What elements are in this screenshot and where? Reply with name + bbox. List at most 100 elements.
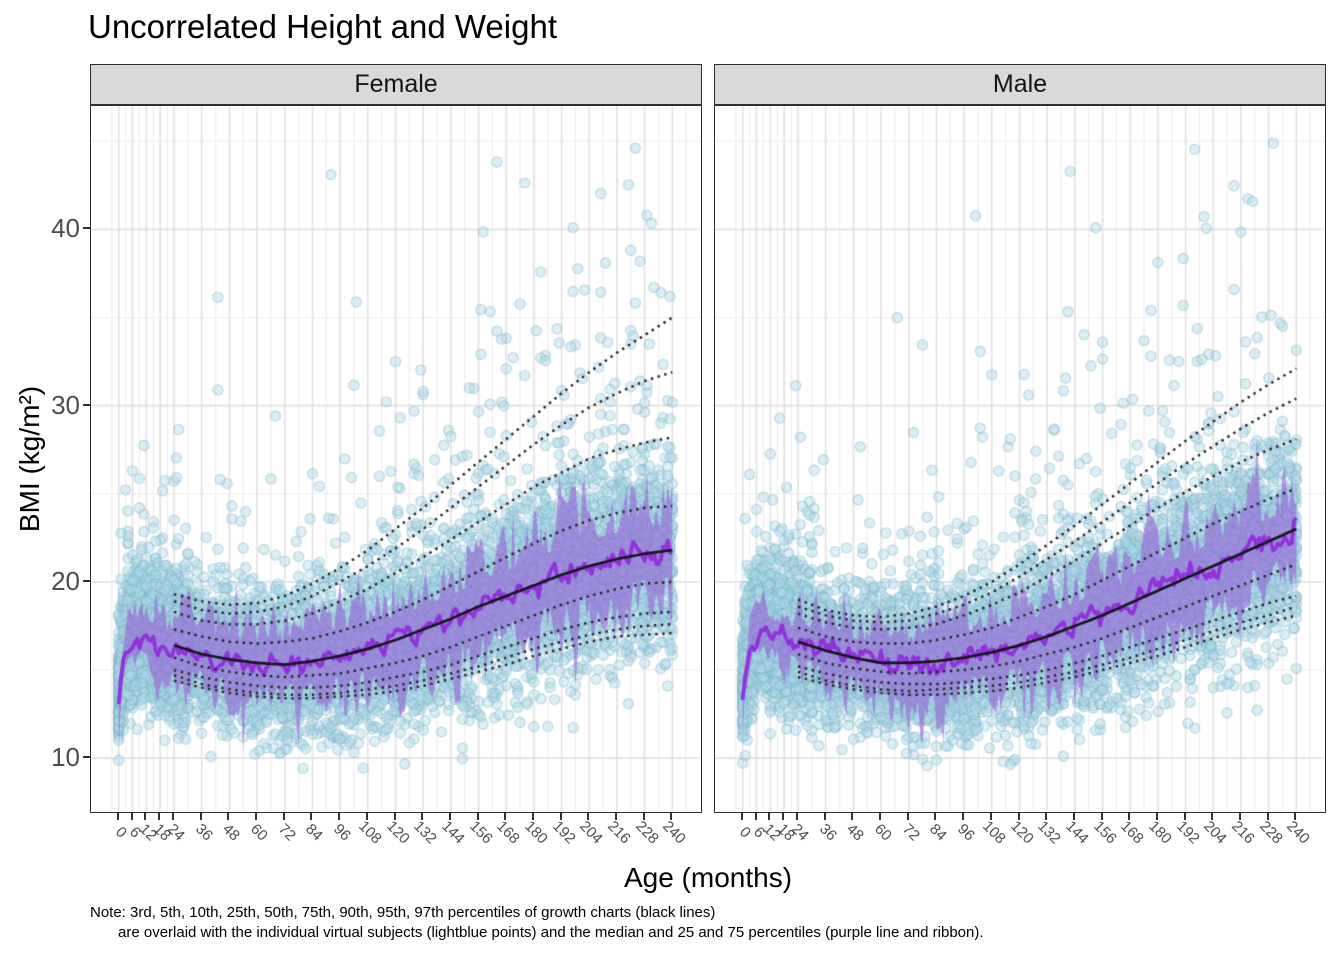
x-tick-label: 120 <box>1006 817 1037 848</box>
plot-title: Uncorrelated Height and Weight <box>88 8 557 45</box>
x-tick-mark <box>476 813 479 820</box>
x-tick-label: 168 <box>493 817 524 848</box>
x-tick-mark <box>906 813 909 820</box>
x-tick-label: 180 <box>521 817 551 848</box>
x-tick-label: 36 <box>815 820 840 845</box>
x-tick-mark <box>255 813 258 820</box>
facet-strip-male: Male <box>714 64 1326 105</box>
y-tick-mark <box>83 227 90 230</box>
x-tick-label: 144 <box>437 817 468 848</box>
facet-strip-label-male: Male <box>992 70 1048 98</box>
x-tick-label: 180 <box>1145 817 1175 848</box>
x-tick-mark <box>1045 813 1048 820</box>
x-tick-label: 228 <box>1255 817 1286 848</box>
x-tick-mark <box>1128 813 1131 820</box>
x-tick-mark <box>851 813 854 820</box>
x-tick-mark <box>504 813 507 820</box>
x-tick-mark <box>393 813 396 820</box>
x-tick-mark <box>310 813 313 820</box>
x-tick-mark <box>421 813 424 820</box>
x-tick-label: 72 <box>274 820 299 845</box>
panel-male <box>714 105 1326 813</box>
x-tick-mark <box>642 813 645 820</box>
x-tick-label: 216 <box>1228 817 1258 848</box>
x-tick-mark <box>782 813 785 820</box>
x-tick-mark <box>1072 813 1075 820</box>
x-tick-mark <box>1211 813 1214 820</box>
y-tick-mark <box>83 579 90 582</box>
panel-female <box>90 105 702 813</box>
x-tick-mark <box>172 813 175 820</box>
x-tick-label: 60 <box>871 820 895 845</box>
x-tick-mark <box>199 813 202 820</box>
x-tick-label: 204 <box>1200 817 1231 848</box>
x-tick-label: 192 <box>548 817 579 848</box>
x-tick-mark <box>130 813 133 820</box>
facet-strip-label-female: Female <box>354 70 438 98</box>
x-tick-mark <box>282 813 285 820</box>
x-tick-mark <box>934 813 937 820</box>
x-tick-mark <box>531 813 534 820</box>
x-tick-label: 132 <box>410 817 441 848</box>
x-tick-mark <box>1155 813 1158 820</box>
y-tick-label: 20 <box>51 565 80 596</box>
caption-note-line1: Note: 3rd, 5th, 10th, 25th, 50th, 75th, … <box>90 904 716 921</box>
x-tick-mark <box>962 813 965 820</box>
x-tick-label: 204 <box>576 817 607 848</box>
x-tick-label: 60 <box>247 820 271 845</box>
x-tick-label: 192 <box>1172 817 1203 848</box>
x-tick-label: 240 <box>659 817 690 848</box>
panel-canvas-female <box>91 106 700 811</box>
y-tick-label: 10 <box>51 742 80 773</box>
y-tick-mark <box>83 403 90 406</box>
x-tick-mark <box>227 813 230 820</box>
panel-canvas-male <box>715 106 1324 811</box>
x-tick-label: 120 <box>382 817 413 848</box>
x-tick-label: 84 <box>926 820 951 845</box>
caption-note: Note: 3rd, 5th, 10th, 25th, 50th, 75th, … <box>90 903 984 943</box>
x-tick-label: 156 <box>1089 817 1120 848</box>
x-tick-mark <box>116 813 119 820</box>
x-axis-title: Age (months) <box>623 862 793 893</box>
y-tick-label: 40 <box>51 213 80 244</box>
x-tick-label: 108 <box>978 817 1009 848</box>
x-tick-label: 156 <box>465 817 496 848</box>
x-tick-label: 96 <box>330 820 355 845</box>
x-tick-mark <box>1183 813 1186 820</box>
x-tick-label: 24 <box>788 820 812 845</box>
x-tick-mark <box>796 813 799 820</box>
y-axis-title: BMI (kg/m²) <box>14 385 45 533</box>
x-tick-label: 84 <box>302 820 327 845</box>
x-tick-mark <box>365 813 368 820</box>
x-tick-mark <box>448 813 451 820</box>
facet-strip-female: Female <box>90 64 702 105</box>
x-tick-label: 36 <box>191 820 216 845</box>
x-tick-mark <box>740 813 743 820</box>
x-tick-mark <box>670 813 673 820</box>
x-tick-mark <box>754 813 757 820</box>
x-tick-label: 96 <box>954 820 979 845</box>
x-tick-label: 0 <box>111 823 130 842</box>
x-tick-label: 0 <box>735 823 754 842</box>
x-tick-mark <box>989 813 992 820</box>
x-tick-label: 48 <box>843 820 868 845</box>
x-tick-mark <box>1238 813 1241 820</box>
y-tick-mark <box>83 756 90 759</box>
x-tick-label: 168 <box>1117 817 1148 848</box>
x-tick-label: 24 <box>164 820 188 845</box>
x-tick-mark <box>1100 813 1103 820</box>
x-tick-mark <box>614 813 617 820</box>
y-tick-label: 30 <box>51 389 80 420</box>
x-tick-mark <box>823 813 826 820</box>
x-tick-label: 108 <box>354 817 385 848</box>
x-tick-mark <box>158 813 161 820</box>
x-tick-label: 216 <box>604 817 634 848</box>
x-tick-mark <box>1266 813 1269 820</box>
x-tick-label: 240 <box>1283 817 1314 848</box>
x-tick-mark <box>1017 813 1020 820</box>
x-tick-mark <box>144 813 147 820</box>
x-tick-label: 72 <box>898 820 923 845</box>
x-tick-mark <box>768 813 771 820</box>
x-tick-label: 144 <box>1061 817 1092 848</box>
